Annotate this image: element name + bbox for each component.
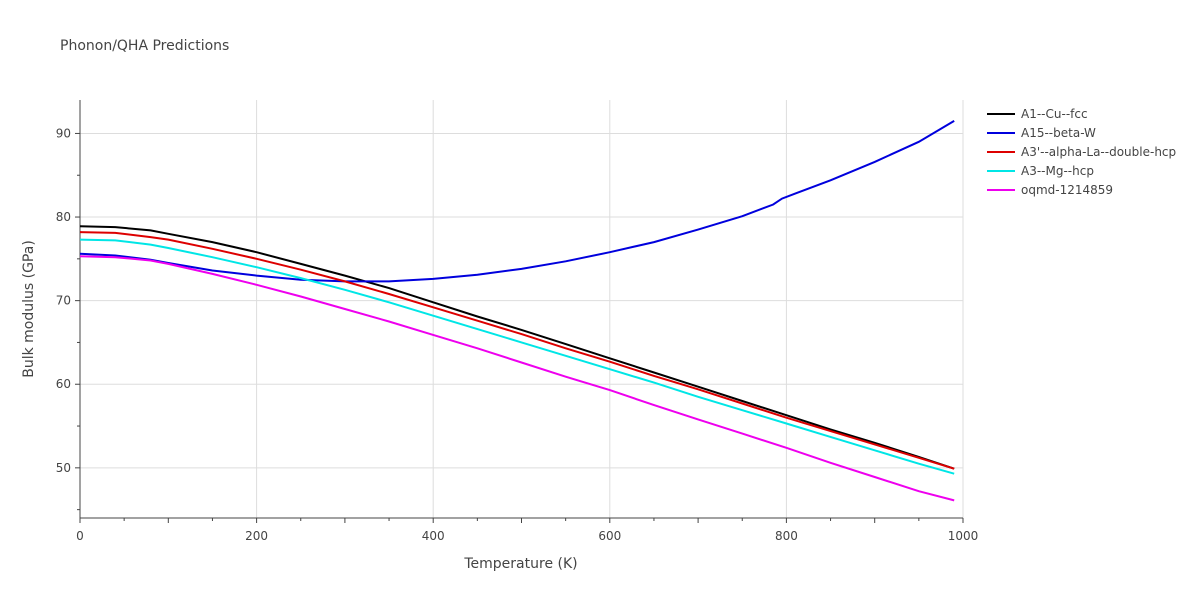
x-axis-label: Temperature (K) — [463, 556, 577, 572]
x-tick-label: 200 — [245, 529, 268, 543]
y-axis-label: Bulk modulus (GPa) — [21, 240, 37, 378]
x-tick-label: 0 — [76, 529, 84, 543]
y-tick-label: 60 — [56, 377, 71, 391]
legend-entry-0: A1--Cu--fcc — [1021, 107, 1088, 121]
axes — [75, 100, 964, 523]
series-line-4 — [79, 255, 955, 502]
chart-title: Phonon/QHA Predictions — [60, 38, 229, 54]
series-line-1 — [79, 120, 955, 283]
y-tick-label: 90 — [56, 126, 71, 140]
legend-entry-2: A3'--alpha-La--double-hcp — [1021, 145, 1176, 159]
legend-entry-4: oqmd-1214859 — [1021, 183, 1113, 197]
legend-entry-1: A15--beta-W — [1021, 126, 1096, 140]
series-line-0 — [79, 225, 955, 470]
grid — [80, 100, 964, 518]
x-tick-label: 600 — [598, 529, 621, 543]
plot-area — [79, 120, 955, 502]
y-tick-label: 50 — [56, 461, 71, 475]
legend-entry-3: A3--Mg--hcp — [1021, 164, 1094, 178]
tick-labels: 0 200 400 600 800 1000 50 60 70 80 90 — [56, 126, 979, 543]
series-line-2 — [79, 231, 955, 470]
series-line-3 — [79, 238, 955, 475]
x-tick-label: 1000 — [948, 529, 979, 543]
y-tick-label: 80 — [56, 210, 71, 224]
y-tick-label: 70 — [56, 294, 71, 308]
legend: A1--Cu--fcc A15--beta-W A3'--alpha-La--dou… — [987, 107, 1176, 197]
x-tick-label: 800 — [775, 529, 798, 543]
x-tick-label: 400 — [422, 529, 445, 543]
